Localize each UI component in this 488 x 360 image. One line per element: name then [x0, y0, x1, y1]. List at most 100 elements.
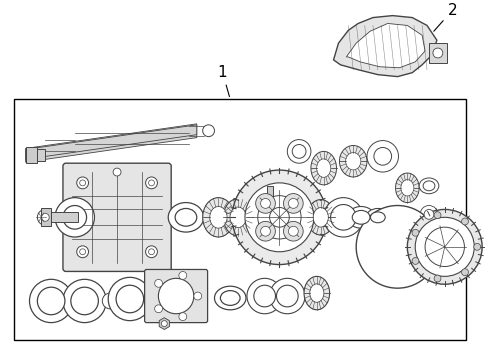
Circle shape: [108, 277, 151, 321]
Polygon shape: [25, 125, 196, 159]
Circle shape: [323, 198, 362, 237]
Bar: [37, 149, 45, 161]
Circle shape: [193, 292, 201, 300]
Polygon shape: [25, 124, 196, 162]
Circle shape: [269, 207, 289, 227]
Circle shape: [80, 180, 85, 186]
Text: 1: 1: [217, 64, 229, 96]
Ellipse shape: [366, 208, 389, 226]
Circle shape: [283, 221, 303, 241]
Circle shape: [461, 218, 468, 225]
Circle shape: [414, 217, 473, 276]
Polygon shape: [333, 15, 436, 77]
Circle shape: [432, 48, 442, 58]
FancyBboxPatch shape: [63, 163, 171, 271]
Bar: [14, 99, 466, 340]
Ellipse shape: [229, 207, 246, 228]
Circle shape: [145, 246, 157, 258]
Ellipse shape: [395, 173, 418, 203]
Circle shape: [276, 285, 298, 307]
Circle shape: [29, 279, 73, 323]
Ellipse shape: [220, 291, 240, 305]
Circle shape: [423, 210, 433, 219]
Circle shape: [154, 305, 162, 313]
Circle shape: [77, 177, 88, 189]
Circle shape: [37, 210, 53, 225]
Circle shape: [77, 246, 88, 258]
Circle shape: [283, 194, 303, 213]
Ellipse shape: [223, 199, 252, 236]
Bar: [25, 148, 37, 163]
Ellipse shape: [316, 159, 330, 177]
Bar: [48, 212, 78, 222]
Circle shape: [330, 204, 355, 230]
Circle shape: [55, 198, 94, 237]
Circle shape: [255, 221, 275, 241]
Text: 2: 2: [433, 3, 456, 31]
Circle shape: [260, 226, 270, 236]
Circle shape: [366, 140, 398, 172]
Circle shape: [260, 198, 270, 208]
Circle shape: [145, 177, 157, 189]
Ellipse shape: [202, 198, 234, 237]
Ellipse shape: [310, 152, 336, 185]
Circle shape: [246, 278, 282, 314]
Circle shape: [116, 285, 143, 313]
Ellipse shape: [175, 208, 196, 226]
Circle shape: [461, 269, 468, 276]
Circle shape: [37, 287, 65, 315]
Circle shape: [113, 168, 121, 176]
Circle shape: [424, 227, 464, 266]
Ellipse shape: [345, 153, 360, 170]
Circle shape: [407, 210, 481, 284]
Circle shape: [161, 321, 167, 327]
Ellipse shape: [209, 207, 226, 228]
Circle shape: [148, 249, 154, 255]
Circle shape: [158, 278, 193, 314]
Circle shape: [473, 243, 480, 250]
Circle shape: [63, 279, 106, 323]
Ellipse shape: [168, 203, 203, 232]
Ellipse shape: [422, 181, 434, 191]
Circle shape: [148, 180, 154, 186]
Circle shape: [287, 140, 310, 163]
Ellipse shape: [418, 178, 438, 194]
Circle shape: [255, 194, 275, 213]
Ellipse shape: [400, 180, 413, 196]
Ellipse shape: [351, 211, 369, 224]
Bar: [428, 43, 446, 63]
Circle shape: [288, 198, 298, 208]
Circle shape: [269, 278, 305, 314]
Circle shape: [433, 212, 440, 219]
Circle shape: [244, 183, 313, 252]
Circle shape: [63, 206, 86, 229]
Ellipse shape: [346, 207, 374, 228]
Ellipse shape: [306, 199, 334, 235]
Ellipse shape: [304, 276, 329, 310]
FancyBboxPatch shape: [144, 270, 207, 323]
Ellipse shape: [370, 212, 385, 223]
Circle shape: [80, 249, 85, 255]
Bar: [266, 186, 272, 210]
Circle shape: [154, 279, 162, 287]
Circle shape: [253, 285, 275, 307]
Circle shape: [71, 287, 98, 315]
Ellipse shape: [309, 284, 323, 302]
Circle shape: [419, 206, 437, 223]
Circle shape: [257, 196, 301, 239]
Circle shape: [232, 170, 326, 265]
Bar: [41, 208, 51, 226]
Ellipse shape: [339, 145, 366, 177]
Circle shape: [102, 293, 118, 309]
Circle shape: [202, 125, 214, 137]
Circle shape: [373, 148, 391, 165]
Circle shape: [433, 275, 440, 282]
Circle shape: [411, 229, 418, 236]
Circle shape: [179, 313, 186, 320]
Ellipse shape: [214, 286, 245, 310]
Circle shape: [41, 213, 49, 221]
Circle shape: [355, 206, 438, 288]
Ellipse shape: [312, 208, 327, 227]
Circle shape: [292, 144, 305, 158]
Polygon shape: [346, 23, 424, 68]
